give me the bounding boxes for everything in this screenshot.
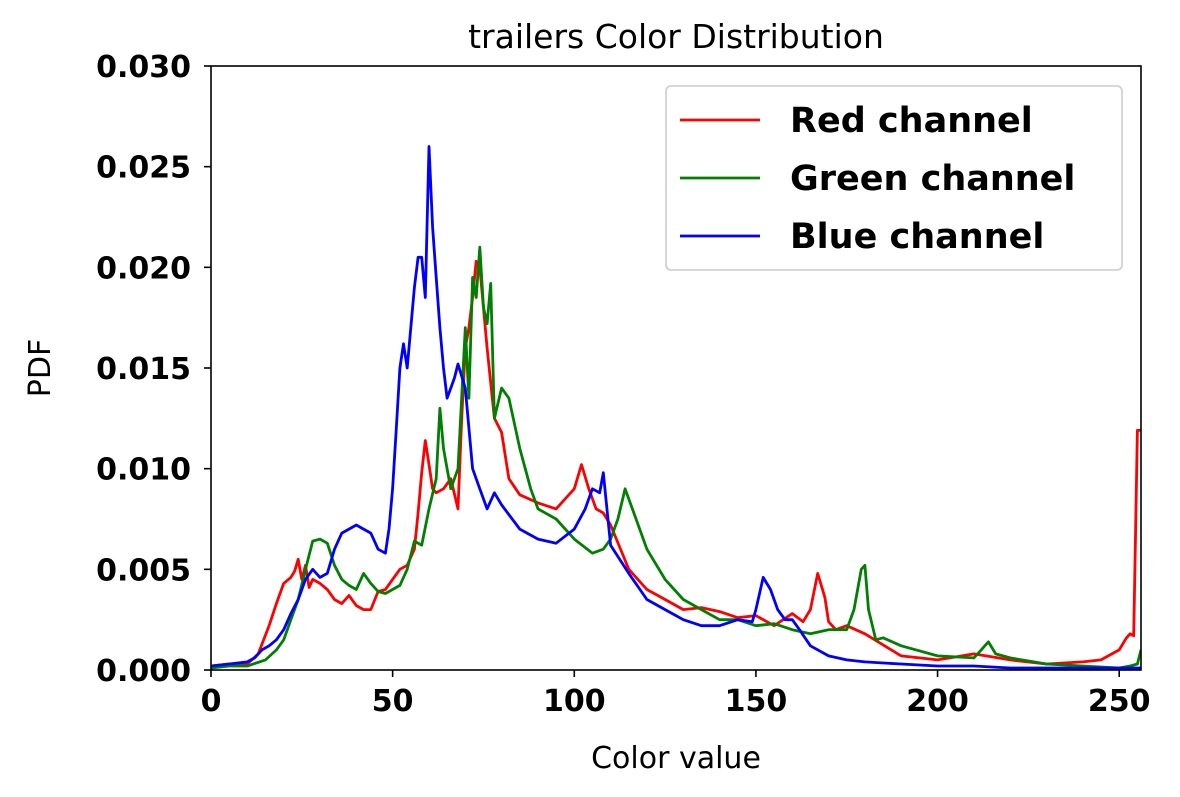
x-tick-label: 200: [906, 684, 969, 719]
x-tick-label: 50: [372, 684, 414, 719]
legend-label: Blue channel: [790, 217, 1044, 257]
legend-label: Red channel: [790, 101, 1033, 141]
x-tick-label: 150: [725, 684, 788, 719]
series-group: [211, 145, 1141, 670]
y-tick-label: 0.000: [96, 654, 191, 689]
legend-label: Green channel: [790, 159, 1075, 199]
x-axis: 0 50 100 150 200 250: [201, 670, 1151, 719]
y-tick-label: 0.005: [96, 553, 191, 588]
x-tick-label: 100: [543, 684, 606, 719]
y-tick-label: 0.015: [96, 352, 191, 387]
y-axis-title: PDF: [23, 339, 58, 397]
legend: Red channel Green channel Blue channel: [665, 85, 1123, 271]
y-tick-label: 0.030: [96, 50, 191, 85]
series-line-green-channel: [211, 245, 1141, 670]
legend-box: [665, 85, 1123, 271]
y-tick-label: 0.020: [96, 251, 191, 286]
series-line-red-channel: [211, 259, 1141, 668]
y-axis: 0.000 0.005 0.010 0.015 0.020 0.025 0.030: [96, 50, 211, 689]
y-tick-label: 0.025: [96, 151, 191, 186]
x-tick-label: 250: [1088, 684, 1151, 719]
chart-title: trailers Color Distribution: [468, 17, 884, 56]
y-tick-label: 0.010: [96, 453, 191, 488]
series-line-blue-channel: [211, 145, 1141, 670]
x-tick-label: 0: [201, 684, 222, 719]
x-axis-title: Color value: [591, 741, 761, 776]
